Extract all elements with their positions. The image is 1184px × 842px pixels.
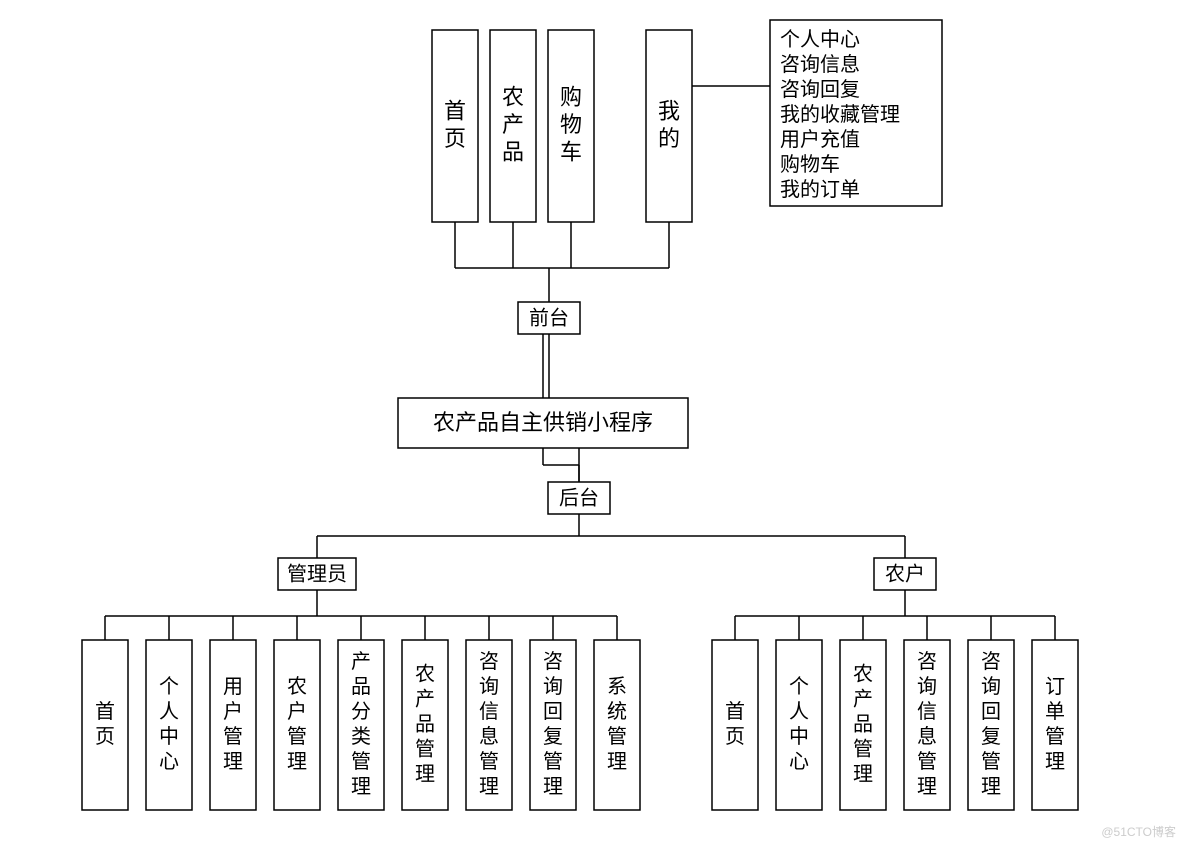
admin-item-0 [82,640,128,810]
front-label: 前台 [529,307,569,330]
farmer-label: 农户 [885,563,925,586]
admin-item-8 [594,640,640,810]
admin-label-5: 农产品管理 [415,663,435,786]
admin-item-1 [146,640,192,810]
admin-item-2 [210,640,256,810]
farmer-item-5 [1032,640,1078,810]
center-label: 农产品自主供销小程序 [433,410,653,435]
top-item-label-2: 购物车 [560,85,582,165]
back-label: 后台 [559,487,599,510]
farmer-item-0 [712,640,758,810]
watermark: @51CTO博客 [1101,824,1176,839]
farmer-label-2: 农产品管理 [853,663,873,786]
admin-label: 管理员 [287,563,347,586]
admin-item-3 [274,640,320,810]
diagram-canvas: 农产品自主供销小程序前台首页农产品购物车我的个人中心咨询信息咨询回复我的收藏管理… [0,0,1184,842]
farmer-item-1 [776,640,822,810]
top-item-label-1: 农产品 [502,85,524,165]
